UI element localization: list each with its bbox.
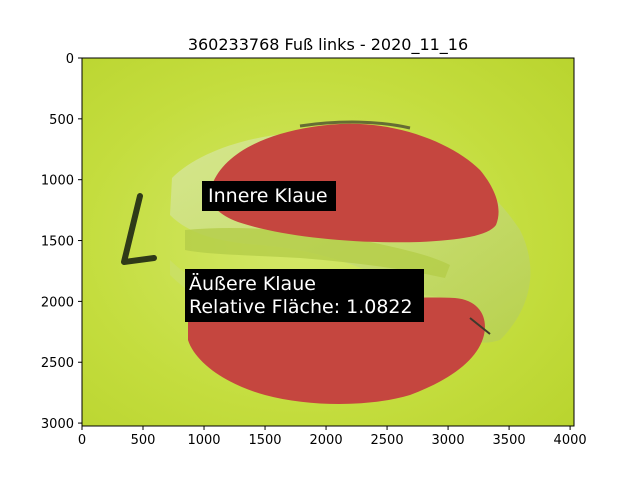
y-tick-label: 1500 xyxy=(41,235,74,250)
marker-letter-l xyxy=(121,193,157,265)
y-tick-label: 1000 xyxy=(41,174,74,189)
x-tick-label: 0 xyxy=(78,433,86,448)
y-tick-label: 3000 xyxy=(41,417,74,432)
y-tick-label: 2000 xyxy=(41,295,74,310)
x-tick-label: 1000 xyxy=(187,433,220,448)
x-tick-label: 2500 xyxy=(371,433,404,448)
y-tick-label: 2500 xyxy=(41,356,74,371)
outer-label-line1: Äußere Klaue xyxy=(189,272,316,295)
inner-claw-dark-edge xyxy=(299,120,411,130)
outer-label-box xyxy=(185,269,424,322)
x-tick-label: 3500 xyxy=(493,433,526,448)
x-tick-label: 1500 xyxy=(248,433,281,448)
x-axis: 0 500 1000 1500 2000 2500 3000 3500 4000 xyxy=(78,426,587,448)
fabric-fold xyxy=(185,228,450,278)
x-tick-label: 4000 xyxy=(554,433,587,448)
outer-label-line2: Relative Fläche: 1.0822 xyxy=(189,296,413,318)
inner-claw-overlay xyxy=(210,123,499,243)
chart-title: 360233768 Fuß links - 2020_11_16 xyxy=(188,35,468,55)
y-axis: 0 500 1000 1500 2000 2500 3000 xyxy=(41,52,82,432)
inner-label-box xyxy=(202,181,336,211)
y-tick-label: 0 xyxy=(66,52,74,67)
outer-claw-overlay xyxy=(188,297,485,404)
x-tick-label: 500 xyxy=(131,433,156,448)
x-tick-label: 3000 xyxy=(432,433,465,448)
outer-claw-notch xyxy=(469,317,491,335)
outer-claw-label: Äußere Klaue Relative Fläche: 1.0822 xyxy=(185,269,424,322)
y-tick-label: 500 xyxy=(49,113,74,128)
x-tick-label: 2000 xyxy=(310,433,343,448)
inner-claw-label: Innere Klaue xyxy=(202,181,336,211)
axes-frame xyxy=(81,57,575,427)
inner-label-text: Innere Klaue xyxy=(208,185,328,207)
photo xyxy=(82,58,574,426)
